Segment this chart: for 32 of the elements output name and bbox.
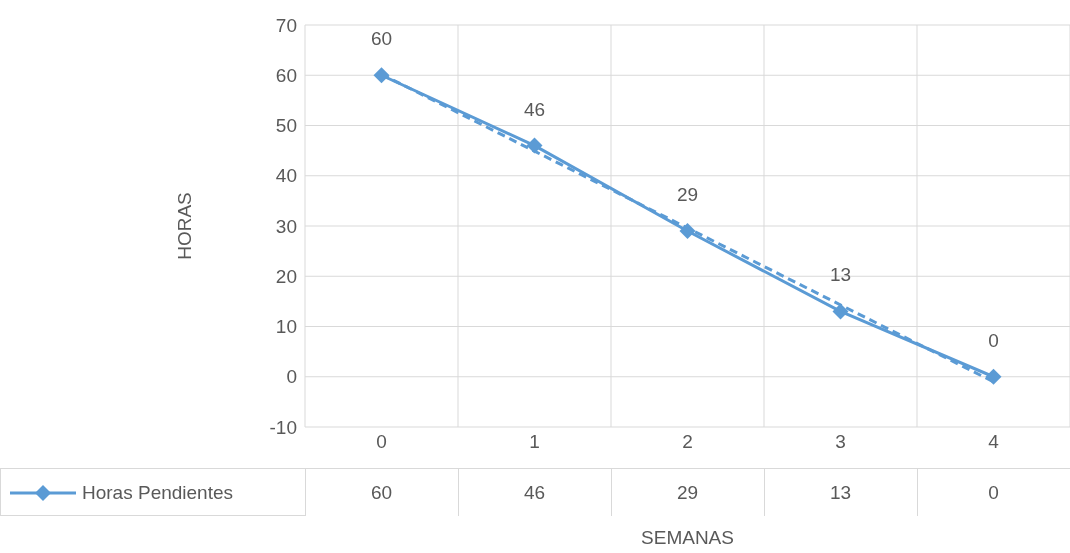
text: 0 [988,329,999,351]
point [985,368,1002,385]
y-tick-label: 10 [275,316,297,338]
point [679,223,696,240]
data-label: 29 [675,480,700,505]
y-tick-label: 30 [275,215,297,237]
legend-label: Horas Pendientes [82,481,234,504]
x-tick-label: 0 [376,431,387,453]
point [526,137,543,154]
y-axis-title: HORAS [174,192,196,260]
y-tick-label: 40 [275,165,297,187]
data-label: 46 [522,480,547,505]
text: 60 [370,28,393,50]
point [832,303,849,320]
x-tick-label: 3 [835,431,846,453]
x-axis-title: SEMANAS [640,527,735,549]
data-label: 60 [369,480,394,505]
y-tick-label: 20 [275,265,297,287]
y-tick-label: 60 [275,65,297,86]
y-tick-label: 0 [286,366,297,388]
x-tick-label: 4 [988,431,1000,453]
text: 13 [829,264,852,286]
y-tick-label: 70 [275,14,297,36]
x-tick-label: 1 [529,431,540,453]
point [373,67,390,84]
y-tick-label: 50 [275,115,297,137]
text: 46 [523,98,546,120]
data-label: 0 [987,480,1000,505]
data-label: 13 [828,480,853,505]
y-tick-label: -10 [269,416,297,438]
x-tick-label: 2 [682,431,693,453]
text: 29 [676,184,699,206]
